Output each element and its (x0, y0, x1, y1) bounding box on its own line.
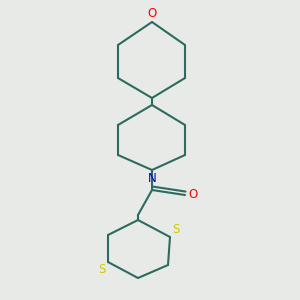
Text: N: N (148, 172, 156, 185)
Text: O: O (188, 188, 197, 202)
Text: O: O (147, 7, 157, 20)
Text: S: S (99, 263, 106, 276)
Text: S: S (172, 223, 179, 236)
